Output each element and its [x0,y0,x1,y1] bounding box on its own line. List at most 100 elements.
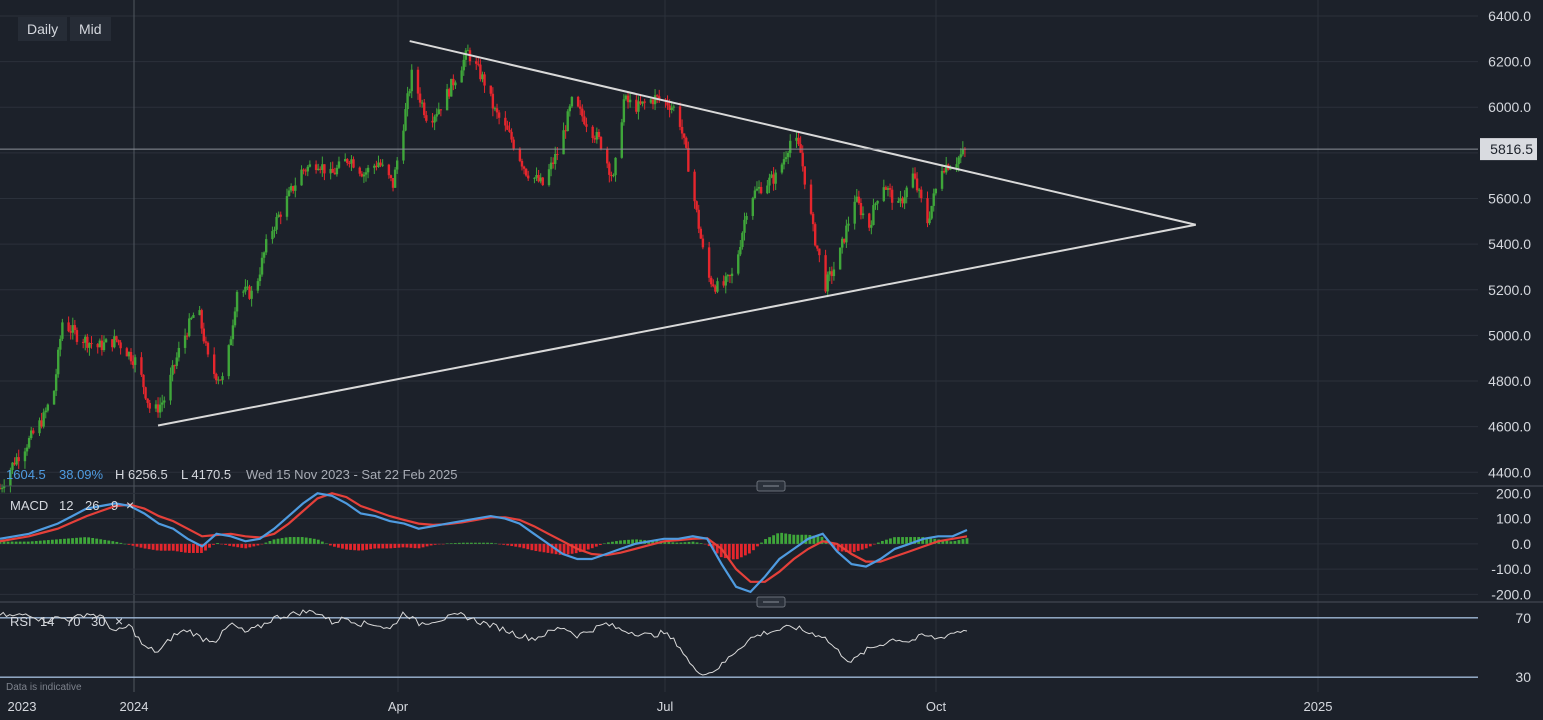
candle-body [475,61,478,64]
candle-body [331,168,334,173]
candle-body [32,430,35,434]
macd-histogram-bar [667,541,671,544]
candle-body [381,164,384,166]
candle-body [508,129,511,132]
candle-body [289,186,293,191]
macd-histogram-bar [300,537,304,544]
panel-dividers [0,480,1543,608]
candle-body [768,177,771,186]
candle-body [227,345,230,377]
candle-body [554,153,557,164]
macd-histogram-bar [276,538,280,544]
macd-histogram-bar [272,539,276,544]
time-tick-label: 2024 [120,699,149,714]
macd-histogram-bar [200,543,203,553]
candle-body [562,130,565,155]
candle-body [838,247,842,270]
price-tick-label: 6000.0 [1488,99,1531,115]
macd-histogram-bar [357,543,360,551]
candle-body [229,339,233,346]
price-type-button[interactable]: Mid [70,17,111,41]
candle-body [437,109,440,115]
rsi-lower: 30 [91,614,105,629]
interval-button[interactable]: Daily [18,17,68,41]
candle-body [920,189,923,199]
candle-body [389,175,393,179]
candle-body [119,342,122,349]
candle-body [884,187,888,190]
candle-body [346,159,349,163]
candle-body [593,138,596,140]
macd-histogram-bar [929,538,933,544]
candle-body [757,186,761,189]
macd-histogram-bar [433,543,437,545]
macd-histogram-bar [578,543,582,553]
candle-body [387,164,391,176]
candle-body [142,374,145,388]
macd-close-icon[interactable]: × [126,497,134,513]
macd-histogram-bar [353,543,356,551]
macd-histogram-bar [848,543,852,553]
candle-body [741,232,744,247]
candle-body [899,198,902,202]
macd-histogram-bar [607,542,610,544]
macd-histogram-bar [788,534,792,544]
macd-histogram-bar [115,541,119,544]
macd-histogram-bar [526,543,530,550]
macd-histogram-bar [941,540,945,544]
macd-histogram-bar [42,540,46,544]
candle-body [316,168,320,170]
macd-histogram-bar [26,541,30,544]
candle-body [40,420,43,427]
candle-body [447,89,451,97]
candle-body [957,157,960,165]
candle-body [510,131,513,140]
macd-histogram-bar [631,539,634,544]
candle-body [452,78,455,86]
candle-body [961,148,965,155]
macd-histogram-bar [192,543,195,553]
candle-body [73,325,77,331]
macd-histogram-bar [91,538,95,544]
candle-body [724,276,727,286]
macd-histogram-bar [703,543,707,545]
candle-body [539,177,542,182]
macd-histogram-bar [735,543,739,560]
macd-histogram-bar [909,537,912,544]
macd-histogram-bar [897,537,900,544]
candle-body [395,160,399,170]
macd-histogram-bar [949,541,953,544]
candle-body [707,247,711,278]
macd-histogram-bar [413,543,417,549]
macd-histogram-bar [739,543,743,558]
candle-body [483,74,486,86]
rsi-close-icon[interactable]: × [115,613,123,629]
candle-body [200,310,203,329]
candle-body [622,99,626,123]
candle-body [905,187,908,198]
candle-body [653,95,657,105]
candle-body [104,339,108,343]
candle-body [219,379,222,381]
macd-histogram-bar [550,543,554,554]
candle-body [868,213,871,228]
candle-body [506,125,509,130]
candle-body [337,161,341,168]
macd-histogram-bar [502,543,506,545]
macd-histogram-bar [171,543,175,551]
candle-body [809,184,813,214]
candle-body [583,116,586,125]
candle-body [672,106,675,108]
candle-body [173,365,176,367]
rsi-upper: 70 [66,614,80,629]
candle-body [433,116,436,123]
candle-body [670,107,673,110]
candle-body [29,430,33,439]
candle-body [903,197,906,204]
macd-histogram-bar [776,533,780,544]
candle-body [678,106,682,127]
macd-histogram-bar [151,543,155,550]
candle-body [737,254,740,274]
macd-histogram-bar [723,543,727,559]
macd-histogram-bar [921,537,925,544]
